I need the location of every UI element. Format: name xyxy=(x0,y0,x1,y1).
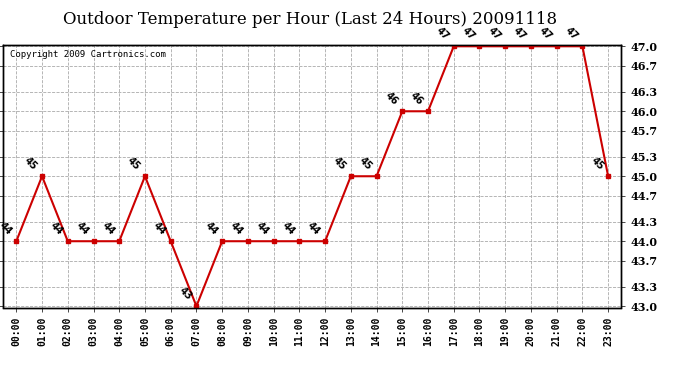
Text: 44: 44 xyxy=(74,220,90,237)
Text: 47: 47 xyxy=(486,26,502,42)
Text: 46: 46 xyxy=(408,90,425,107)
Text: 45: 45 xyxy=(23,156,39,172)
Text: 47: 47 xyxy=(511,26,528,42)
Text: 47: 47 xyxy=(563,26,580,42)
Text: 44: 44 xyxy=(151,220,168,237)
Text: Outdoor Temperature per Hour (Last 24 Hours) 20091118: Outdoor Temperature per Hour (Last 24 Ho… xyxy=(63,11,558,28)
Text: 47: 47 xyxy=(460,26,477,42)
Text: 45: 45 xyxy=(331,156,348,172)
Text: 47: 47 xyxy=(434,26,451,42)
Text: 43: 43 xyxy=(177,285,194,302)
Text: 44: 44 xyxy=(48,220,65,237)
Text: 46: 46 xyxy=(383,90,400,107)
Text: Copyright 2009 Cartronics.com: Copyright 2009 Cartronics.com xyxy=(10,50,166,59)
Text: 44: 44 xyxy=(203,220,219,237)
Text: 45: 45 xyxy=(126,156,142,172)
Text: 44: 44 xyxy=(100,220,117,237)
Text: 47: 47 xyxy=(538,26,554,42)
Text: 44: 44 xyxy=(0,220,14,237)
Text: 44: 44 xyxy=(254,220,271,237)
Text: 44: 44 xyxy=(306,220,322,237)
Text: 45: 45 xyxy=(589,156,605,172)
Text: 44: 44 xyxy=(228,220,245,237)
Text: 45: 45 xyxy=(357,156,374,172)
Text: 44: 44 xyxy=(280,220,297,237)
